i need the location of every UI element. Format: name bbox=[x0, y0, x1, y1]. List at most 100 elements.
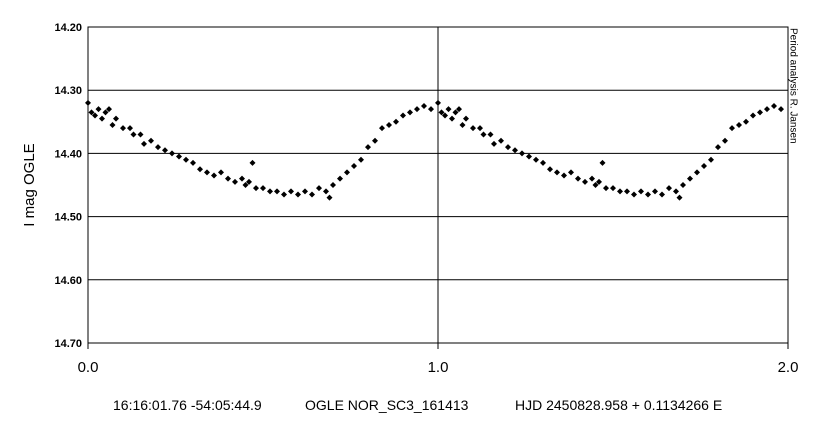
data-point bbox=[218, 169, 224, 176]
data-point bbox=[365, 144, 371, 151]
data-point bbox=[323, 188, 329, 195]
data-point bbox=[589, 175, 595, 182]
data-point bbox=[302, 188, 308, 195]
data-point bbox=[113, 115, 119, 122]
data-point bbox=[694, 169, 700, 176]
data-point bbox=[211, 172, 217, 179]
data-point bbox=[438, 109, 445, 116]
data-point bbox=[631, 191, 637, 198]
data-point bbox=[687, 175, 693, 182]
data-point bbox=[239, 175, 245, 182]
data-point bbox=[99, 115, 105, 122]
data-point bbox=[386, 121, 392, 128]
data-point bbox=[358, 156, 364, 163]
data-point bbox=[547, 166, 553, 173]
data-point bbox=[498, 137, 504, 144]
data-point bbox=[274, 188, 280, 195]
data-point bbox=[659, 191, 665, 198]
footer-ephemeris: HJD 2450828.958 + 0.1134266 E bbox=[515, 397, 722, 413]
data-point bbox=[610, 185, 616, 192]
data-point bbox=[137, 131, 144, 138]
data-point bbox=[582, 178, 588, 185]
x-tick-label: 0.0 bbox=[78, 359, 99, 376]
data-point bbox=[459, 121, 466, 128]
data-point bbox=[330, 182, 336, 188]
data-point bbox=[757, 109, 763, 116]
data-point bbox=[414, 106, 420, 113]
data-point bbox=[232, 178, 238, 185]
data-point bbox=[617, 188, 623, 195]
data-point bbox=[480, 131, 487, 138]
data-point bbox=[487, 131, 494, 138]
y-tick-label: 14.30 bbox=[54, 85, 82, 97]
y-axis-label: I mag OGLE bbox=[21, 143, 38, 226]
data-point bbox=[452, 109, 459, 116]
data-point bbox=[197, 166, 203, 173]
data-point bbox=[715, 144, 721, 151]
data-point bbox=[477, 125, 483, 132]
data-point bbox=[673, 188, 679, 195]
data-point bbox=[249, 159, 256, 166]
data-point bbox=[337, 175, 343, 182]
x-tick-label: 1.0 bbox=[428, 359, 449, 376]
data-point bbox=[470, 125, 476, 132]
data-point bbox=[85, 99, 91, 106]
data-point bbox=[676, 194, 683, 201]
data-point bbox=[512, 147, 518, 154]
data-point bbox=[638, 188, 644, 195]
data-point bbox=[400, 112, 406, 119]
data-point bbox=[575, 175, 581, 182]
data-point bbox=[326, 194, 333, 201]
data-point bbox=[743, 118, 749, 125]
data-point bbox=[309, 191, 315, 198]
data-point bbox=[533, 156, 539, 163]
data-point bbox=[771, 103, 777, 109]
data-point bbox=[242, 182, 249, 188]
data-point bbox=[456, 106, 462, 113]
data-point bbox=[568, 169, 574, 176]
data-point bbox=[407, 109, 413, 116]
data-point bbox=[421, 103, 427, 109]
data-point bbox=[729, 125, 735, 132]
data-point bbox=[491, 140, 497, 147]
data-point bbox=[120, 125, 126, 132]
data-point bbox=[127, 125, 133, 132]
data-point bbox=[701, 163, 707, 170]
data-point bbox=[316, 185, 322, 192]
y-tick-label: 14.70 bbox=[54, 338, 82, 350]
data-point bbox=[379, 125, 385, 132]
data-point bbox=[102, 109, 109, 116]
data-point bbox=[246, 178, 252, 185]
data-point bbox=[554, 169, 560, 176]
data-point bbox=[442, 112, 448, 119]
data-point bbox=[162, 147, 168, 154]
data-point bbox=[764, 106, 770, 113]
data-point bbox=[428, 106, 434, 113]
data-point bbox=[372, 137, 378, 144]
data-point bbox=[736, 121, 742, 128]
y-tick-label: 14.40 bbox=[54, 148, 82, 160]
data-point bbox=[88, 109, 95, 116]
data-point bbox=[652, 188, 658, 195]
data-point bbox=[281, 191, 287, 198]
data-point bbox=[445, 106, 452, 113]
data-point bbox=[708, 156, 714, 163]
data-point bbox=[645, 191, 651, 198]
footer-coords: 16:16:01.76 -54:05:44.9 bbox=[113, 397, 262, 413]
data-point bbox=[519, 150, 525, 157]
y-tick-label: 14.50 bbox=[54, 212, 82, 224]
data-point bbox=[106, 106, 112, 113]
data-point bbox=[95, 106, 102, 113]
data-point bbox=[176, 153, 182, 160]
data-point bbox=[148, 137, 154, 144]
data-point bbox=[130, 131, 137, 138]
data-point bbox=[463, 115, 469, 122]
data-point bbox=[596, 178, 602, 185]
data-point bbox=[190, 159, 196, 166]
data-point bbox=[169, 150, 175, 157]
data-point bbox=[599, 159, 606, 166]
data-point bbox=[561, 172, 567, 179]
data-point bbox=[288, 188, 294, 195]
data-point bbox=[267, 188, 273, 195]
